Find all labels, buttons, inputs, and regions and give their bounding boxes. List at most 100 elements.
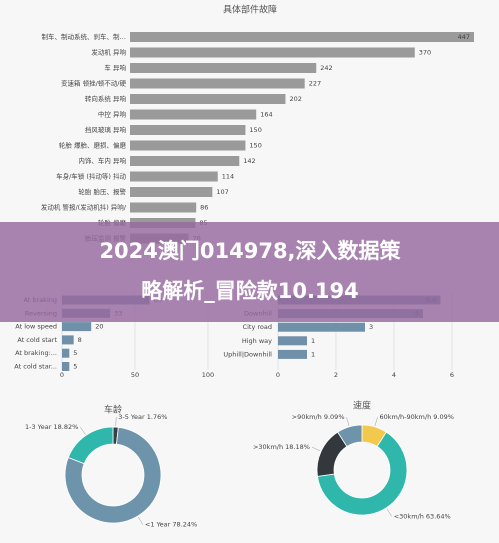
x-tick-label: 2	[334, 371, 338, 379]
y-tick-label: At cold start	[17, 336, 57, 344]
leader-line	[374, 417, 378, 426]
slice-value: 63.64%	[426, 512, 451, 520]
bar	[278, 336, 307, 346]
slice-value: 1.76%	[147, 413, 168, 421]
slice-category: <30km/h	[394, 512, 424, 520]
slice-category: 1-3 Year	[25, 423, 52, 431]
value-label: 242	[320, 64, 332, 72]
donut-slice	[64, 426, 162, 524]
leader-line	[311, 446, 321, 452]
y-tick-label: 转向系统 异响	[85, 94, 127, 103]
chart-title: 车龄	[104, 404, 122, 416]
value-label: 114	[222, 173, 234, 181]
leader-line	[138, 516, 144, 525]
leader-line	[346, 417, 350, 426]
leader-line	[386, 508, 392, 517]
leader-line	[115, 417, 117, 427]
value-label: 142	[243, 157, 255, 165]
slice-label: 60km/h-90km/h 9.09%	[379, 413, 453, 421]
slice-value: 18.82%	[54, 423, 79, 431]
slice-value: 18.18%	[285, 443, 310, 451]
leader-line	[80, 426, 86, 435]
value-label: 5	[73, 349, 77, 357]
bar	[62, 362, 70, 371]
bar	[130, 47, 415, 58]
y-tick-label: At braking:...	[15, 349, 57, 357]
donut-slice	[317, 431, 408, 516]
y-tick-label: 内饰、车内 异响	[78, 156, 126, 165]
slice-label: <1 Year 78.24%	[145, 521, 197, 529]
value-label: 8	[78, 336, 82, 344]
slice-category: >90km/h	[292, 413, 322, 421]
y-tick-label: 发动机 警报/(发动机抖) 异响/	[41, 203, 127, 212]
bar	[62, 348, 70, 358]
bar	[62, 335, 74, 345]
slice-value: 9.09%	[324, 413, 345, 421]
slice-category: >30km/h	[253, 443, 283, 451]
x-tick-label: 50	[131, 371, 139, 379]
x-tick-label: 4	[392, 371, 396, 379]
bar	[130, 78, 305, 89]
banner-line: 略解析_冒险款10.194	[141, 279, 359, 303]
y-tick-label: 挡风玻璃 异响	[85, 125, 127, 134]
x-tick-label: 0	[60, 371, 64, 379]
y-tick-label: Uphill|Downhill	[223, 350, 272, 358]
bar	[278, 349, 307, 359]
value-label: 227	[309, 80, 321, 88]
value-label: 86	[200, 204, 208, 212]
bar	[62, 322, 92, 332]
bar	[130, 171, 218, 182]
slice-label: 3-5 Year 1.76%	[118, 413, 167, 421]
y-tick-label: 轮胎 胎压、报警	[78, 187, 126, 196]
bar	[130, 156, 240, 166]
slice-label: >90km/h 9.09%	[292, 413, 345, 421]
bar	[278, 322, 365, 332]
value-label: 447	[458, 33, 470, 41]
y-tick-label: High way	[242, 337, 272, 345]
value-label: 150	[249, 126, 261, 134]
value-label: 20	[95, 323, 103, 331]
value-label: 150	[249, 142, 261, 150]
y-tick-label: 车身/车锁 (抖动等) 抖动	[56, 172, 126, 181]
y-tick-label: City road	[243, 323, 272, 331]
value-label: 370	[419, 49, 431, 57]
slice-value: 78.24%	[172, 521, 197, 529]
slice-value: 9.09%	[433, 413, 454, 421]
value-label: 5	[73, 363, 77, 371]
banner-line: 2024澳门014978,深入数据策	[99, 239, 401, 263]
value-label: 1	[311, 337, 315, 345]
y-tick-label: At cold star...	[14, 363, 57, 371]
y-tick-label: 中控 异响	[98, 110, 127, 119]
donut-slice	[67, 426, 114, 465]
slice-category: 3-5 Year	[118, 413, 145, 421]
y-tick-label: 发动机 异响	[91, 48, 126, 57]
bar	[130, 94, 286, 104]
slice-label: 1-3 Year 18.82%	[25, 423, 78, 431]
bar	[130, 109, 257, 120]
chart-title: 速度	[353, 400, 371, 412]
bar	[130, 125, 246, 135]
slice-label: >30km/h 18.18%	[253, 443, 310, 451]
value-label: 164	[260, 111, 272, 119]
value-label: 1	[311, 350, 315, 358]
slice-category: 60km/h-90km/h	[379, 413, 431, 421]
bar	[130, 32, 474, 42]
chart-title: 具体部件故障	[223, 4, 277, 16]
y-tick-label: At low speed	[15, 323, 57, 331]
bar	[130, 140, 246, 151]
donut-slice	[337, 424, 363, 447]
slice-label: <30km/h 63.64%	[394, 512, 451, 520]
y-tick-label: 制车、制动系统、刹车、制…	[42, 32, 127, 41]
x-tick-label: 100	[202, 371, 214, 379]
bar	[130, 63, 317, 73]
bar	[130, 187, 213, 197]
value-label: 107	[216, 188, 228, 196]
banner	[0, 222, 499, 322]
value-label: 202	[289, 95, 301, 103]
y-tick-label: 变速箱 顿挫/顿不动/硬	[61, 79, 126, 88]
x-tick-label: 0	[276, 371, 280, 379]
y-tick-label: 车 异响	[104, 63, 126, 72]
y-tick-label: 轮胎 爆胎、磨损、偏磨	[59, 141, 127, 150]
bar	[130, 202, 197, 213]
